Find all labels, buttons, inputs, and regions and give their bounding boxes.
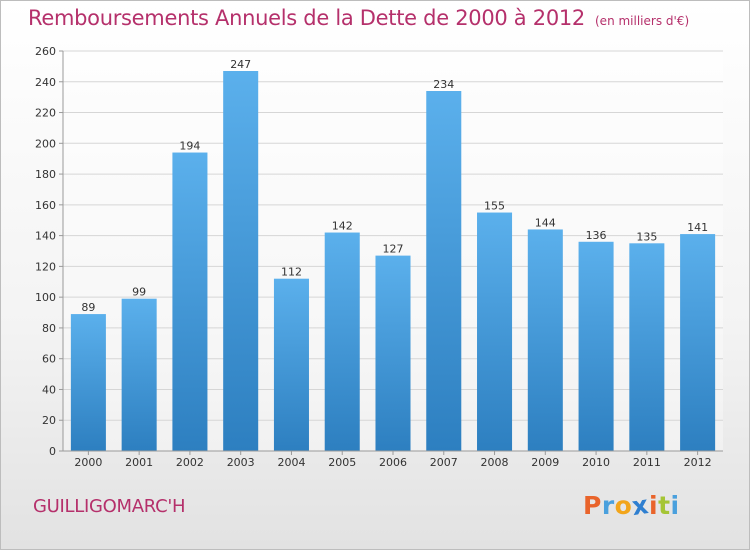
x-tick-label: 2008 <box>481 456 509 469</box>
bar-2012 <box>680 234 716 451</box>
y-tick-label: 220 <box>35 107 56 120</box>
y-tick-label: 20 <box>42 414 56 427</box>
proxiti-logo: Proxiti <box>583 489 680 522</box>
commune-name: GUILLIGOMARC'H <box>33 496 186 517</box>
x-tick-label: 2002 <box>176 456 204 469</box>
x-tick-label: 2005 <box>328 456 356 469</box>
x-tick-label: 2006 <box>379 456 407 469</box>
data-label-2001: 99 <box>132 286 146 299</box>
x-tick-label: 2001 <box>125 456 153 469</box>
bar-2001 <box>121 298 157 451</box>
data-label-2003: 247 <box>230 58 251 71</box>
y-tick-label: 100 <box>35 291 56 304</box>
bar-2003 <box>223 71 259 451</box>
data-label-2007: 234 <box>433 78 454 91</box>
bar-2008 <box>477 212 513 451</box>
logo-letter: o <box>614 491 633 520</box>
chart-subtitle: (en milliers d'€) <box>595 14 690 28</box>
y-tick-label: 240 <box>35 76 56 89</box>
data-label-2010: 136 <box>586 229 607 242</box>
logo-letter: i <box>670 491 680 520</box>
data-label-2008: 155 <box>484 200 505 213</box>
y-tick-label: 40 <box>42 383 56 396</box>
y-tick-label: 80 <box>42 322 56 335</box>
bar-2010 <box>578 241 614 451</box>
logo-letter: t <box>658 491 671 520</box>
logo-letter: i <box>649 491 659 520</box>
y-tick-label: 60 <box>42 353 56 366</box>
bar-2000 <box>70 314 106 451</box>
y-tick-label: 180 <box>35 168 56 181</box>
x-tick-label: 2011 <box>633 456 661 469</box>
data-label-2000: 89 <box>81 301 95 314</box>
bar-2006 <box>375 255 411 451</box>
logo-letter: x <box>630 489 651 522</box>
y-tick-label: 260 <box>35 45 56 58</box>
bar-2002 <box>172 152 208 452</box>
y-tick-labels: 0 20 40 60 80 100 120 140 160 180 200 220 240 260 <box>35 45 63 458</box>
y-tick-label: 0 <box>49 445 56 458</box>
bars <box>70 71 716 452</box>
bar-2007 <box>426 91 462 451</box>
x-tick-label: 2004 <box>277 456 305 469</box>
x-tick-label: 2007 <box>430 456 458 469</box>
data-label-2006: 127 <box>383 243 404 256</box>
y-tick-label: 200 <box>35 137 56 150</box>
x-tick-label: 2000 <box>74 456 102 469</box>
data-labels: 89 99 194 247 112 142 127 234 155 144 136 135 141 <box>81 58 708 314</box>
y-tick-label: 140 <box>35 230 56 243</box>
data-label-2004: 112 <box>281 266 302 279</box>
x-tick-label: 2012 <box>684 456 712 469</box>
data-label-2005: 142 <box>332 220 353 233</box>
chart-title: Remboursements Annuels de la Dette de 20… <box>28 6 689 30</box>
bar-2011 <box>629 243 665 451</box>
x-tick-label: 2009 <box>531 456 559 469</box>
y-tick-label: 160 <box>35 199 56 212</box>
y-tick-label: 120 <box>35 260 56 273</box>
bar-2009 <box>527 229 563 451</box>
logo-letter: r <box>601 491 615 520</box>
data-label-2011: 135 <box>636 230 657 243</box>
x-tick-label: 2003 <box>227 456 255 469</box>
bar-2004 <box>273 278 309 451</box>
data-label-2012: 141 <box>687 221 708 234</box>
x-tick-label: 2010 <box>582 456 610 469</box>
data-label-2002: 194 <box>179 140 200 153</box>
chart-title-text: Remboursements Annuels de la Dette de 20… <box>28 6 585 30</box>
data-label-2009: 144 <box>535 216 556 229</box>
bar-2005 <box>324 232 360 451</box>
x-tick-labels: 2000 2001 2002 2003 2004 2005 2006 2007 2008 2009… <box>74 451 712 469</box>
logo-letter: P <box>583 491 602 520</box>
